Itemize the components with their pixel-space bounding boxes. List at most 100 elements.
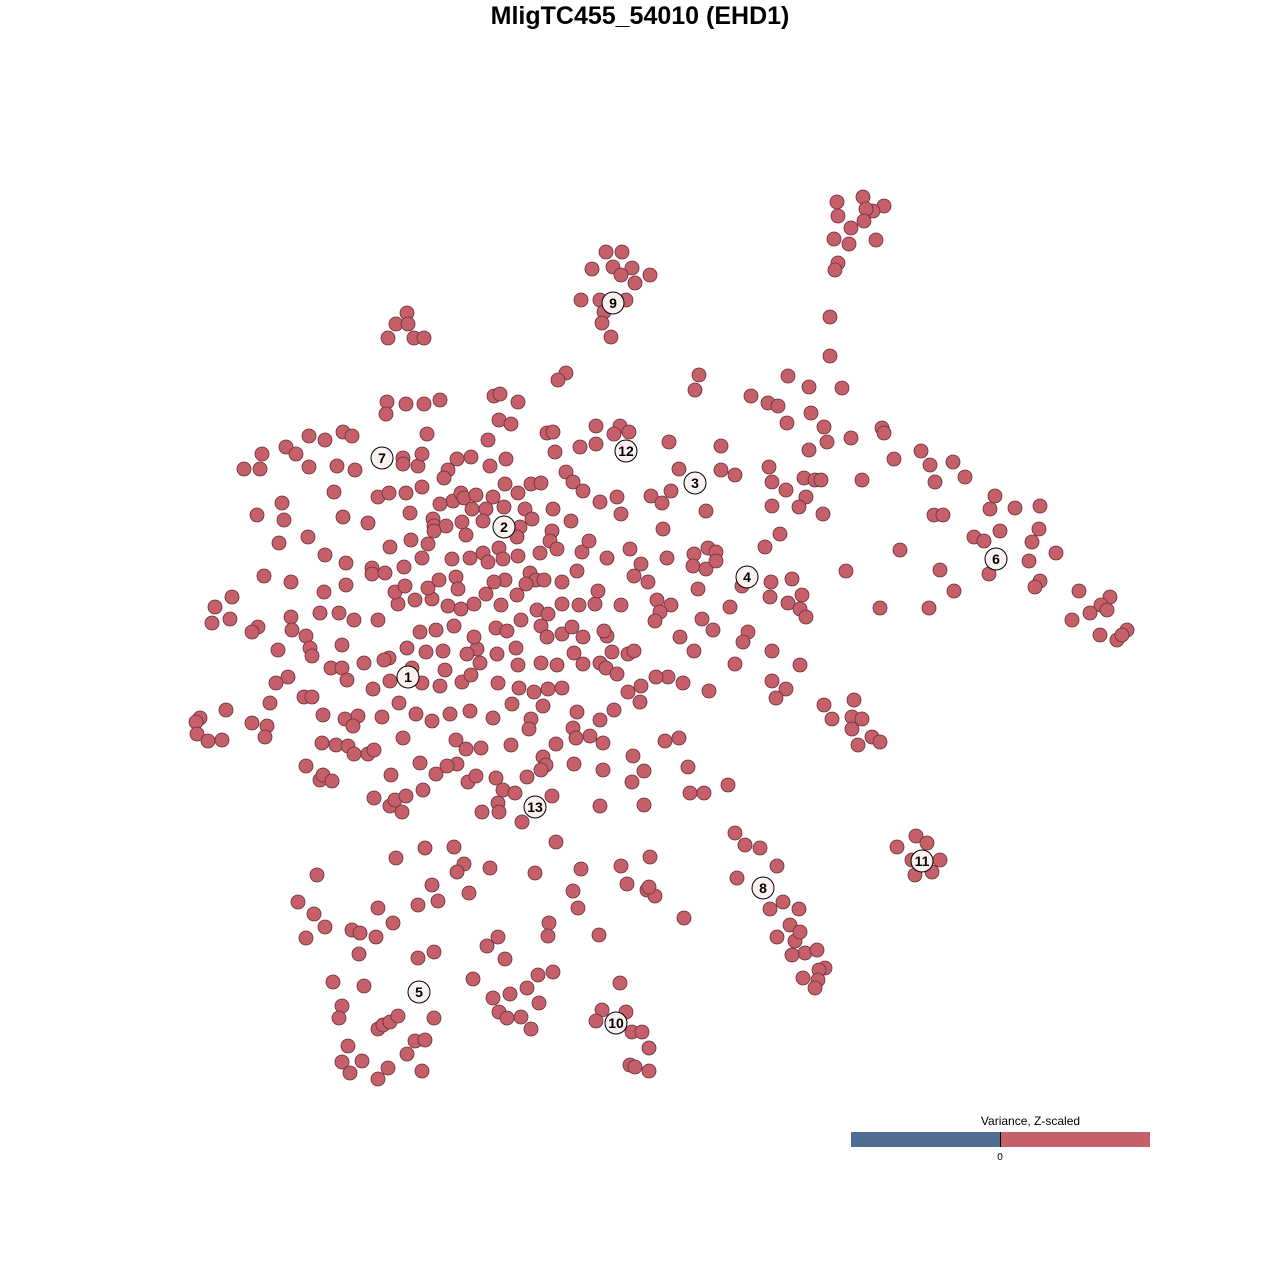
data-point (564, 619, 580, 635)
data-point (571, 597, 587, 613)
legend-title: Variance, Z-scaled (980, 1114, 1081, 1128)
data-point (448, 732, 464, 748)
data-point (694, 611, 710, 627)
data-point (675, 675, 691, 691)
data-point (298, 930, 314, 946)
data-point (331, 605, 347, 621)
data-point (370, 612, 386, 628)
data-point (274, 495, 290, 511)
data-point (519, 769, 535, 785)
data-point (778, 482, 794, 498)
data-point (414, 446, 430, 462)
data-point (347, 462, 363, 478)
data-point (276, 512, 292, 528)
data-point (729, 870, 745, 886)
data-point (854, 711, 870, 727)
data-point (757, 539, 773, 555)
data-point (378, 406, 394, 422)
data-point (722, 599, 738, 615)
data-point (489, 646, 505, 662)
data-point (510, 548, 526, 564)
data-point (513, 612, 529, 628)
data-point (569, 563, 585, 579)
cluster-label-13: 13 (523, 795, 547, 819)
data-point (780, 368, 796, 384)
data-point (312, 605, 328, 621)
data-point (572, 439, 588, 455)
data-point (326, 484, 342, 500)
data-point (458, 527, 474, 543)
data-point (485, 990, 501, 1006)
cluster-label-badge (910, 849, 934, 873)
data-point (595, 735, 611, 751)
data-point (872, 600, 888, 616)
data-point (824, 711, 840, 727)
data-point (468, 487, 484, 503)
data-point (633, 678, 649, 694)
data-point (843, 430, 859, 446)
data-point (764, 498, 780, 514)
cluster-label-8: 8 (751, 876, 775, 900)
cluster-label-9: 9 (601, 291, 625, 315)
cluster-label-badge (396, 665, 420, 689)
data-point (1064, 612, 1080, 628)
cluster-label-text: 9 (609, 295, 617, 311)
cluster-label-badge (370, 446, 394, 470)
cluster-label-3: 3 (683, 471, 707, 495)
data-point (791, 901, 807, 917)
data-point (356, 978, 372, 994)
cluster-label-text: 13 (527, 799, 543, 815)
data-point (1031, 521, 1047, 537)
data-point (592, 798, 608, 814)
data-point (426, 1010, 442, 1026)
data-point (769, 929, 785, 945)
data-point (508, 640, 524, 656)
data-point (591, 927, 607, 943)
data-point (772, 526, 788, 542)
data-point (1082, 605, 1098, 621)
data-point (317, 432, 333, 448)
data-point (609, 666, 625, 682)
data-point (431, 572, 447, 588)
data-point (626, 643, 642, 659)
data-point (488, 770, 504, 786)
data-point (376, 652, 392, 668)
data-point (827, 262, 843, 278)
legend-colorbar: 0 (851, 1132, 1150, 1163)
data-point (249, 507, 265, 523)
data-point (641, 879, 657, 895)
data-point (743, 388, 759, 404)
data-point (701, 683, 717, 699)
data-point (547, 444, 563, 460)
data-point (395, 456, 411, 472)
data-point (574, 544, 590, 560)
data-point (737, 837, 753, 853)
data-point (582, 728, 598, 744)
data-point (598, 244, 614, 260)
data-point (570, 900, 586, 916)
data-point (530, 967, 546, 983)
data-point (412, 624, 428, 640)
data-point (224, 589, 240, 605)
data-point (383, 767, 399, 783)
data-point (370, 900, 386, 916)
data-point (764, 673, 780, 689)
data-point (621, 424, 637, 440)
cluster-label-text: 11 (915, 853, 930, 869)
data-point (549, 657, 565, 673)
data-point (416, 396, 432, 412)
cluster-label-text: 6 (992, 551, 1000, 567)
data-point (498, 451, 514, 467)
data-point (640, 574, 656, 590)
data-point (189, 726, 205, 742)
data-point (399, 1046, 415, 1062)
data-point (1032, 498, 1048, 514)
data-point (454, 514, 470, 530)
data-point (690, 581, 706, 597)
data-point (533, 655, 549, 671)
data-point (430, 893, 446, 909)
data-point (298, 758, 314, 774)
data-point (510, 657, 526, 673)
data-point (426, 944, 442, 960)
data-point (334, 1054, 350, 1070)
